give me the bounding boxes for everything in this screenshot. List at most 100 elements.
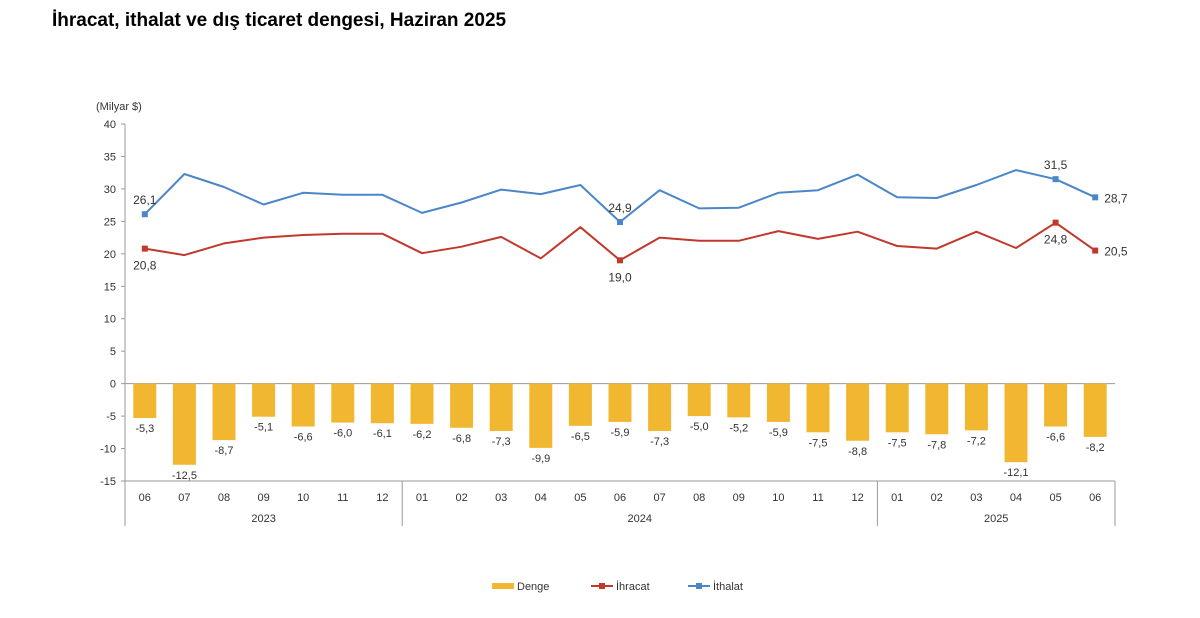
x-tick-label: 03 [970, 492, 982, 504]
x-tick-label: 06 [139, 492, 151, 504]
bar-data-label: -7,5 [809, 437, 828, 449]
y-tick-label: 0 [110, 379, 116, 391]
x-tick-label: 02 [931, 492, 943, 504]
bar-data-label: -7,8 [927, 439, 946, 451]
bar [925, 383, 949, 435]
bar-series [133, 383, 1107, 465]
x-tick-label: 04 [535, 492, 547, 504]
y-tick-label: 35 [104, 151, 116, 163]
bar-data-label: -7,3 [492, 436, 511, 448]
bar [252, 383, 276, 417]
x-tick-label: 01 [891, 492, 903, 504]
series-marker [1092, 247, 1099, 254]
bar-data-label: -12,1 [1003, 467, 1028, 479]
bar [964, 383, 988, 431]
y-tick-label: 40 [104, 119, 116, 131]
bar [450, 383, 474, 428]
page-title: İhracat, ithalat ve dış ticaret dengesi,… [52, 10, 507, 31]
line-data-label: 20,8 [133, 259, 157, 273]
bar-data-label: -5,9 [769, 427, 788, 439]
bar [766, 383, 790, 422]
x-tick-label: 11 [337, 492, 348, 504]
year-label: 2023 [251, 513, 275, 525]
bar [212, 383, 236, 441]
series-marker [1052, 219, 1059, 226]
bar [370, 383, 394, 424]
chart-axes: 40 35 30 25 20 15 10 5 0 -5 -10 -15 (Milyar $) 06 07 08… [96, 101, 1116, 526]
x-tick-label: 06 [1089, 492, 1101, 504]
bar [1044, 383, 1068, 427]
legend-swatch [492, 583, 514, 589]
line-data-label: 28,7 [1104, 191, 1128, 205]
x-tick-label: 09 [733, 492, 745, 504]
bar-data-label: -7,5 [888, 437, 907, 449]
series-marker [141, 245, 148, 252]
series-marker [617, 219, 623, 226]
bar-data-label: -7,3 [650, 436, 669, 448]
x-tick-label: 02 [455, 492, 467, 504]
line-data-label: 31,5 [1044, 158, 1068, 172]
year-label: 2025 [984, 513, 1008, 525]
x-tick-label: 11 [812, 492, 823, 504]
y-tick-label: 30 [104, 184, 116, 196]
series-marker [1092, 194, 1099, 201]
data-labels: -5,3 -12,5 -8,7 -5,1 -6,6 -6,0 -6,1 -6,2 -6,8 -7,… [133, 158, 1128, 482]
x-tick-label: 05 [1049, 492, 1061, 504]
series-marker [617, 257, 623, 264]
bar-data-label: -7,2 [967, 435, 986, 447]
bar [608, 383, 632, 422]
line-series [141, 169, 1099, 264]
x-tick-label: 10 [772, 492, 784, 504]
y-tick-label: 20 [104, 249, 116, 261]
bar [1083, 383, 1107, 437]
y-axis-label: (Milyar $) [96, 101, 142, 113]
line-data-label: 26,1 [133, 193, 157, 207]
x-tick-label: 04 [1010, 492, 1022, 504]
bar-data-label: -9,9 [531, 453, 550, 465]
bar-data-label: -6,1 [373, 428, 392, 440]
y-tick-label: -10 [100, 444, 116, 456]
legend-marker [599, 583, 605, 589]
line-data-label: 24,8 [1044, 233, 1068, 247]
bar [806, 383, 830, 433]
y-tick-label: 25 [104, 216, 116, 228]
bar-data-label: -5,0 [690, 421, 709, 433]
year-label: 2024 [628, 513, 652, 525]
bar-data-label: -6,6 [1046, 431, 1065, 443]
x-tick-label: 10 [297, 492, 309, 504]
legend-label: İthalat [713, 580, 743, 593]
legend-label: Denge [517, 581, 549, 593]
bar [529, 383, 553, 448]
bar-data-label: -8,2 [1086, 442, 1105, 454]
bar [489, 383, 513, 432]
legend-marker [696, 583, 702, 589]
bar [172, 383, 196, 465]
bar-data-label: -6,8 [452, 433, 471, 445]
bar [568, 383, 592, 426]
y-tick-label: -5 [106, 411, 116, 423]
series-marker [141, 211, 148, 218]
x-tick-label: 08 [693, 492, 705, 504]
line-data-label: 19,0 [608, 270, 632, 284]
series-line [144, 221, 1096, 262]
y-tick-label: 10 [104, 314, 116, 326]
bar-data-label: -12,5 [172, 470, 197, 482]
bar [291, 383, 315, 427]
bar [133, 383, 157, 419]
bar-data-label: -5,2 [729, 422, 748, 434]
bar-data-label: -8,8 [848, 446, 867, 458]
bar-data-label: -5,3 [135, 423, 154, 435]
bar [885, 383, 909, 433]
y-tick-label: 15 [104, 281, 116, 293]
x-tick-label: 07 [178, 492, 190, 504]
y-tick-label: 5 [110, 346, 116, 358]
bar [648, 383, 672, 432]
y-tick-label: -15 [100, 476, 116, 488]
bar-data-label: -6,6 [294, 431, 313, 443]
line-data-label: 24,9 [608, 201, 632, 215]
x-tick-label: 07 [653, 492, 665, 504]
bar [687, 383, 711, 417]
bar [410, 383, 434, 424]
bar-data-label: -6,5 [571, 431, 590, 443]
